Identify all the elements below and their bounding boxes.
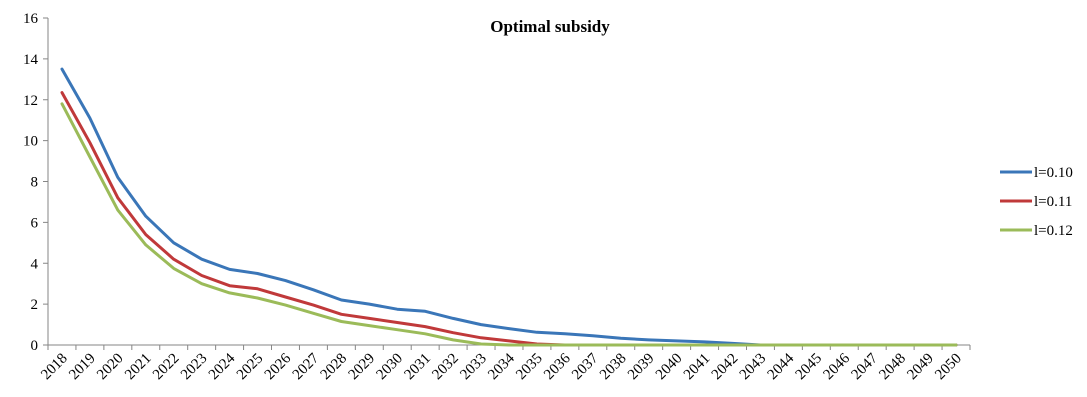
x-tick-label: 2035 [513, 351, 546, 384]
x-tick-label: 2030 [374, 351, 407, 384]
x-tick-label: 2045 [793, 351, 826, 384]
y-tick-label: 2 [31, 297, 39, 313]
x-tick-label: 2024 [206, 350, 239, 383]
x-tick-label: 2046 [821, 350, 854, 383]
y-tick-label: 10 [23, 134, 38, 150]
x-tick-label: 2027 [290, 350, 323, 383]
legend: l=0.10 l=0.11 l=0.12 [1000, 165, 1073, 239]
y-tick-label: 8 [31, 175, 39, 191]
x-tick-label: 2028 [318, 351, 351, 384]
x-tick-label: 2042 [709, 351, 742, 384]
x-tick-label: 2039 [625, 351, 658, 384]
x-tick-label: 2021 [122, 351, 155, 384]
x-tick-label: 2020 [94, 351, 127, 384]
x-tick-label: 2025 [234, 351, 267, 384]
x-tick-label: 2033 [457, 351, 490, 384]
x-tick-label: 2032 [429, 351, 462, 384]
y-tick-label: 12 [23, 93, 38, 109]
x-tick-label: 2037 [569, 350, 602, 383]
x-tick-label: 2047 [849, 350, 882, 383]
x-tick-label: 2041 [681, 351, 714, 384]
x-tick-label: 2036 [541, 350, 574, 383]
y-tick-label: 6 [31, 215, 39, 231]
x-tick-label: 2018 [38, 351, 71, 384]
series-layer [60, 67, 958, 347]
x-tick-label: 2050 [932, 351, 965, 384]
x-tick-label: 2026 [262, 350, 295, 383]
y-tick-label: 14 [23, 52, 39, 68]
series-line [60, 91, 958, 347]
x-tick-label: 2019 [66, 351, 99, 384]
x-tick-label: 2038 [597, 351, 630, 384]
y-tick-label: 4 [31, 256, 39, 272]
x-tick-label: 2022 [150, 351, 183, 384]
x-tick-label: 2023 [178, 351, 211, 384]
legend-label: l=0.11 [1034, 194, 1072, 210]
x-tick-label: 2049 [904, 351, 937, 384]
y-tick-label: 0 [31, 338, 39, 354]
x-tick-label: 2043 [737, 351, 770, 384]
y-tick-label: 16 [23, 11, 39, 27]
x-tick-label: 2044 [765, 350, 798, 383]
x-tick-label: 2031 [401, 351, 434, 384]
x-tick-label: 2029 [346, 351, 379, 384]
legend-label: l=0.12 [1034, 223, 1073, 239]
legend-label: l=0.10 [1034, 165, 1073, 181]
x-tick-label: 2040 [653, 351, 686, 384]
series-line [60, 102, 958, 347]
chart-title: Optimal subsidy [490, 17, 610, 36]
x-tick-label: 2034 [485, 350, 518, 383]
series-line [60, 67, 958, 347]
x-tick-label: 2048 [876, 351, 909, 384]
